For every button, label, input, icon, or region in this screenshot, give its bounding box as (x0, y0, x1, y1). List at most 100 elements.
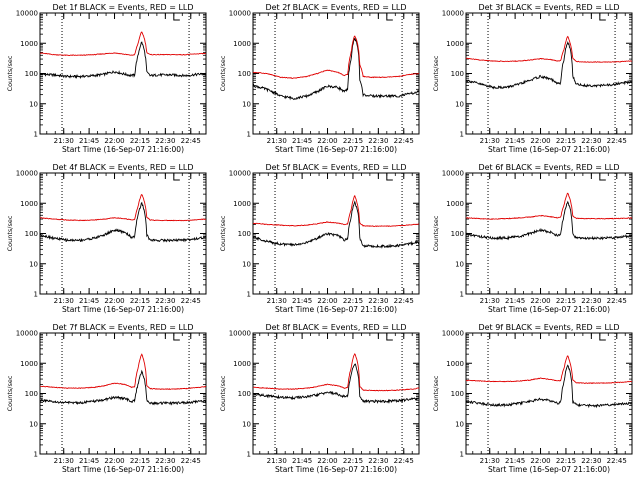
x-tick-label: 22:45 (394, 297, 414, 305)
y-axis-label: Counts/sec (6, 55, 14, 91)
x-tick-label: 22:00 (104, 297, 124, 305)
y-axis-label: Counts/sec (432, 55, 440, 91)
plot-frame (252, 12, 420, 135)
x-tick-label: 21:45 (292, 297, 312, 305)
x-tick-label: 22:00 (530, 137, 550, 145)
y-tick-label: 10 (242, 420, 251, 428)
x-axis-label: Start Time (16-Sep-07 21:16:00) (488, 305, 610, 314)
y-tick-label: 100 (451, 230, 464, 238)
x-tick-label: 22:30 (155, 297, 175, 305)
y-tick-label: 1 (247, 451, 251, 459)
y-axis-label: Counts/sec (6, 375, 14, 411)
chart-title: Det 9f BLACK = Events, RED = LLD (478, 323, 619, 332)
y-tick-label: 100 (25, 390, 38, 398)
y-axis-label: Counts/sec (219, 375, 227, 411)
time-bracket-marker (599, 173, 606, 181)
series-line-events (252, 363, 420, 404)
time-bracket-marker (173, 333, 180, 341)
y-tick-label: 100 (25, 230, 38, 238)
series-line-events (39, 41, 207, 80)
y-tick-label: 1 (460, 451, 464, 459)
y-tick-label: 10 (29, 420, 38, 428)
x-tick-label: 21:30 (480, 297, 500, 305)
y-tick-label: 10 (455, 260, 464, 268)
y-tick-label: 10 (29, 100, 38, 108)
chart-panel: Det 2f BLACK = Events, RED = LLD 1 10 100 10… (219, 3, 420, 154)
series-line-events (39, 369, 207, 406)
x-tick-label: 22:30 (581, 297, 601, 305)
series-line-lld (39, 194, 207, 222)
x-tick-label: 21:45 (79, 137, 99, 145)
series-line-events (465, 200, 633, 241)
plot-frame (39, 332, 207, 455)
y-tick-label: 10 (242, 100, 251, 108)
time-bracket-marker (173, 13, 180, 21)
y-tick-label: 100 (238, 390, 251, 398)
x-tick-label: 22:45 (607, 297, 627, 305)
x-axis-label: Start Time (16-Sep-07 21:16:00) (62, 305, 184, 314)
y-tick-label: 100 (238, 230, 251, 238)
x-tick-label: 22:30 (368, 297, 388, 305)
x-tick-label: 21:45 (292, 137, 312, 145)
x-tick-label: 21:30 (480, 457, 500, 465)
x-tick-label: 21:30 (480, 137, 500, 145)
y-tick-label: 1 (247, 131, 251, 139)
y-tick-label: 1 (34, 291, 38, 299)
x-tick-label: 22:30 (155, 457, 175, 465)
x-axis-label: Start Time (16-Sep-07 21:16:00) (62, 145, 184, 154)
x-tick-label: 22:30 (368, 137, 388, 145)
chart-panel: Det 3f BLACK = Events, RED = LLD 1 10 100 10… (432, 3, 633, 154)
y-tick-label: 100 (451, 390, 464, 398)
x-axis-label: Start Time (16-Sep-07 21:16:00) (488, 145, 610, 154)
y-tick-label: 1 (34, 131, 38, 139)
y-axis-label: Counts/sec (219, 215, 227, 251)
x-axis-label: Start Time (16-Sep-07 21:16:00) (275, 465, 397, 474)
chart-panel: Det 8f BLACK = Events, RED = LLD 1 10 100 10… (219, 323, 420, 474)
y-tick-label: 1000 (446, 200, 464, 208)
y-tick-label: 10000 (229, 330, 251, 338)
y-axis-label: Counts/sec (432, 375, 440, 411)
y-tick-label: 100 (25, 70, 38, 78)
series-line-events (465, 364, 633, 409)
y-tick-label: 1 (460, 291, 464, 299)
x-tick-label: 22:00 (317, 297, 337, 305)
x-axis-label: Start Time (16-Sep-07 21:16:00) (62, 465, 184, 474)
chart-title: Det 3f BLACK = Events, RED = LLD (478, 3, 619, 12)
x-tick-label: 22:15 (343, 297, 363, 305)
x-tick-label: 22:15 (343, 457, 363, 465)
x-tick-label: 22:00 (530, 297, 550, 305)
x-tick-label: 22:30 (155, 137, 175, 145)
x-tick-label: 22:15 (130, 137, 150, 145)
x-axis-label: Start Time (16-Sep-07 21:16:00) (275, 305, 397, 314)
y-tick-label: 10000 (442, 10, 464, 18)
y-tick-label: 1 (460, 131, 464, 139)
y-tick-label: 10000 (229, 170, 251, 178)
time-bracket-marker (599, 13, 606, 21)
x-tick-label: 21:30 (267, 457, 287, 465)
x-axis-label: Start Time (16-Sep-07 21:16:00) (275, 145, 397, 154)
x-tick-label: 21:45 (79, 457, 99, 465)
x-tick-label: 21:45 (505, 457, 525, 465)
x-tick-label: 22:45 (607, 457, 627, 465)
series-line-lld (39, 353, 206, 390)
y-tick-label: 1000 (20, 200, 38, 208)
x-tick-label: 22:15 (556, 297, 576, 305)
chart-panel: Det 9f BLACK = Events, RED = LLD 1 10 100 10… (432, 323, 633, 474)
y-tick-label: 100 (238, 70, 251, 78)
x-tick-label: 22:00 (317, 137, 337, 145)
y-tick-label: 1000 (20, 40, 38, 48)
y-tick-label: 1000 (20, 360, 38, 368)
chart-panel: Det 4f BLACK = Events, RED = LLD 1 10 100 10… (6, 163, 207, 314)
time-bracket-marker (386, 173, 393, 181)
y-tick-label: 10000 (442, 330, 464, 338)
y-tick-label: 10000 (442, 170, 464, 178)
time-bracket-marker (386, 13, 393, 21)
series-line-lld (465, 192, 633, 220)
x-tick-label: 22:00 (317, 457, 337, 465)
x-tick-label: 22:45 (394, 137, 414, 145)
x-tick-label: 22:45 (181, 137, 201, 145)
x-tick-label: 22:00 (104, 457, 124, 465)
x-tick-label: 22:00 (104, 137, 124, 145)
chart-panel: Det 5f BLACK = Events, RED = LLD 1 10 100 10… (219, 163, 420, 314)
